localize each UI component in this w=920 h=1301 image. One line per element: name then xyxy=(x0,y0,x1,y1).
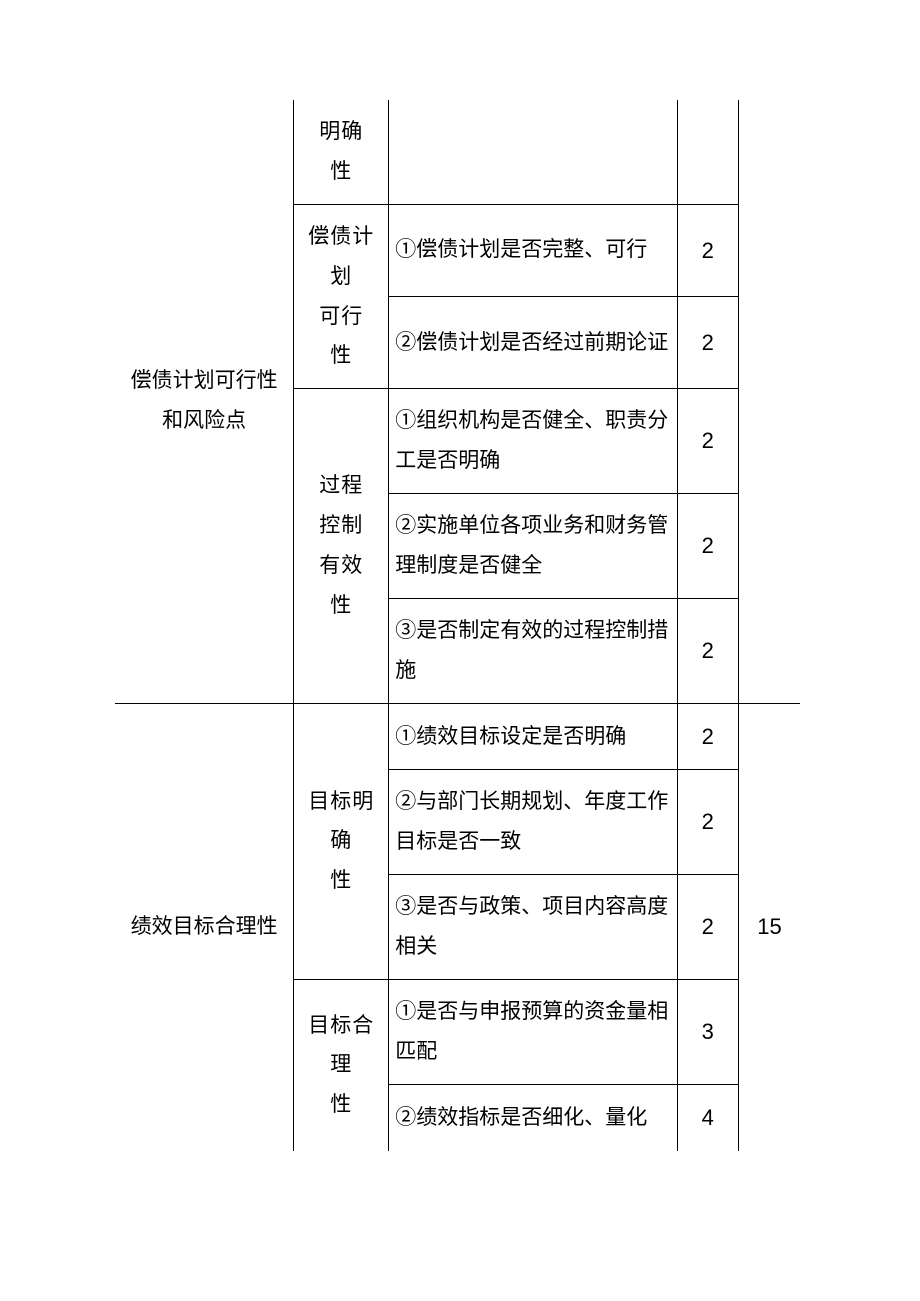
score-cell: 2 xyxy=(677,204,738,296)
score-cell: 2 xyxy=(677,598,738,703)
score-cell: 2 xyxy=(677,494,738,599)
criteria-cell: ②偿债计划是否经过前期论证 xyxy=(389,297,677,389)
criteria-cell: ①组织机构是否健全、职责分工是否明确 xyxy=(389,389,677,494)
score-cell: 3 xyxy=(677,980,738,1085)
score-cell: 2 xyxy=(677,770,738,875)
subcat-text: 过程控制有效性 xyxy=(319,473,363,617)
criteria-cell: ①是否与申报预算的资金量相匹配 xyxy=(389,980,677,1085)
subcat-text: 目标合理性 xyxy=(308,1013,374,1117)
score-cell: 2 xyxy=(677,297,738,389)
subcat-text: 目标明确性 xyxy=(308,789,374,893)
subcategory-cell: 目标明确性 xyxy=(294,703,389,979)
subcategory-cell: 明确性 xyxy=(294,100,389,204)
score-cell: 2 xyxy=(677,389,738,494)
table-row: 偿债计划可行性和风险点 明确性 xyxy=(115,100,800,204)
subcategory-cell: 偿债计划可行性 xyxy=(294,204,389,389)
evaluation-table: 偿债计划可行性和风险点 明确性 偿债计划可行性 ①偿债计划是否完整、可行 2 ②… xyxy=(115,100,800,1151)
criteria-cell: ②绩效指标是否细化、量化 xyxy=(389,1084,677,1150)
score-cell: 4 xyxy=(677,1084,738,1150)
criteria-cell: ①绩效目标设定是否明确 xyxy=(389,703,677,770)
criteria-cell: ③是否制定有效的过程控制措施 xyxy=(389,598,677,703)
subcat-text: 偿债计划可行性 xyxy=(308,224,374,368)
section-total: 15 xyxy=(739,703,801,1150)
criteria-cell: ①偿债计划是否完整、可行 xyxy=(389,204,677,296)
category-cell: 偿债计划可行性和风险点 xyxy=(115,100,294,703)
subcategory-cell: 过程控制有效性 xyxy=(294,389,389,703)
criteria-cell: ②实施单位各项业务和财务管理制度是否健全 xyxy=(389,494,677,599)
criteria-cell: ②与部门长期规划、年度工作目标是否一致 xyxy=(389,770,677,875)
criteria-cell xyxy=(389,100,677,204)
table-row: 绩效目标合理性 目标明确性 ①绩效目标设定是否明确 2 15 xyxy=(115,703,800,770)
subcat-text: 明确性 xyxy=(319,119,363,183)
score-cell: 2 xyxy=(677,703,738,770)
score-cell: 2 xyxy=(677,875,738,980)
score-cell xyxy=(677,100,738,204)
section-total xyxy=(739,100,801,703)
category-cell: 绩效目标合理性 xyxy=(115,703,294,1150)
criteria-cell: ③是否与政策、项目内容高度相关 xyxy=(389,875,677,980)
subcategory-cell: 目标合理性 xyxy=(294,980,389,1151)
